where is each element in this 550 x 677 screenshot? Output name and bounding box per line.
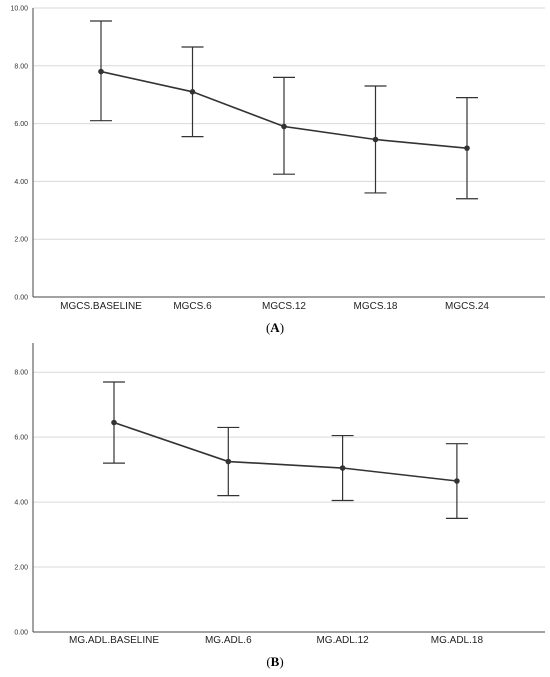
data-point-a-1 (189, 89, 196, 95)
y-tick-label-b-3: 6.00 (14, 435, 28, 442)
y-tick-label-a-2: 4.00 (14, 179, 28, 186)
y-tick-label-b-1: 2.00 (14, 565, 28, 572)
series-line-b (113, 421, 457, 482)
x-tick-label-a-4: MGCS.24 (445, 301, 489, 312)
panel-a-label: (A) (266, 320, 284, 335)
data-point-a-2 (281, 123, 287, 130)
x-tick-label-a-0: MGCS.BASELINE (60, 301, 142, 312)
y-tick-label-a-0: 0.00 (14, 295, 28, 302)
y-tick-label-b-0: 0.00 (14, 630, 28, 637)
x-tick-label-a-2: MGCS.12 (262, 301, 306, 312)
data-point-b-1 (225, 458, 232, 465)
y-tick-label-b-2: 4.00 (14, 500, 28, 507)
x-tick-label-b-2: MG.ADL.12 (316, 635, 369, 646)
y-tick-label-a-1: 2.00 (14, 237, 28, 244)
y-tick-label-b-4: 8.00 (14, 370, 28, 377)
y-tick-label-a-5: 10.00 (10, 6, 28, 13)
y-tick-label-a-3: 6.00 (14, 121, 28, 128)
data-point-a-0 (98, 68, 104, 75)
x-tick-label-a-1: MGCS.6 (173, 301, 212, 312)
x-tick-label-b-3: MG.ADL.18 (431, 635, 484, 646)
data-point-b-2 (339, 465, 346, 471)
x-tick-label-b-0: MG.ADL.BASELINE (69, 635, 159, 646)
y-tick-label-a-4: 8.00 (14, 63, 28, 70)
chart-panel-a: 0.00 2.00 4.00 6.00 8.00 10.00 MGCS.BASELINE MG… (10, 6, 545, 312)
data-point-a-4 (464, 145, 470, 151)
data-point-b-0 (111, 419, 117, 426)
data-point-a-3 (372, 136, 379, 143)
data-point-b-3 (454, 478, 460, 484)
panel-b-label: (B) (266, 654, 283, 669)
x-tick-label-b-1: MG.ADL.6 (205, 635, 252, 646)
chart-panel-b: 0.00 2.00 4.00 6.00 8.00 MG.ADL.BASELINE MG.AD… (14, 343, 545, 646)
x-tick-label-a-3: MGCS.18 (354, 301, 398, 312)
